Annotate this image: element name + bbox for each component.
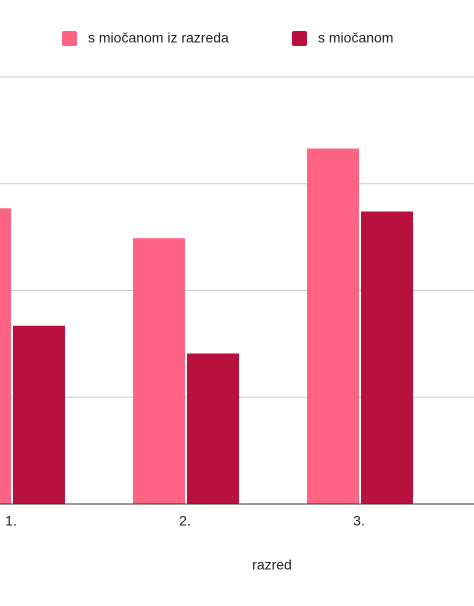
bar [0,208,11,505]
bar [187,353,239,504]
x-tick-label: 1. [5,513,17,529]
bar [13,325,65,504]
x-tick-label: 3. [353,513,365,529]
bar [133,238,185,504]
legend-swatch [62,31,77,46]
bar [307,148,359,504]
legend-label: s miočanom [318,30,393,46]
bar [361,211,413,504]
x-axis-title: razred [252,557,292,573]
x-tick-label: 2. [179,513,191,529]
legend-swatch [292,31,307,46]
legend-label: s miočanom iz razreda [88,30,229,46]
